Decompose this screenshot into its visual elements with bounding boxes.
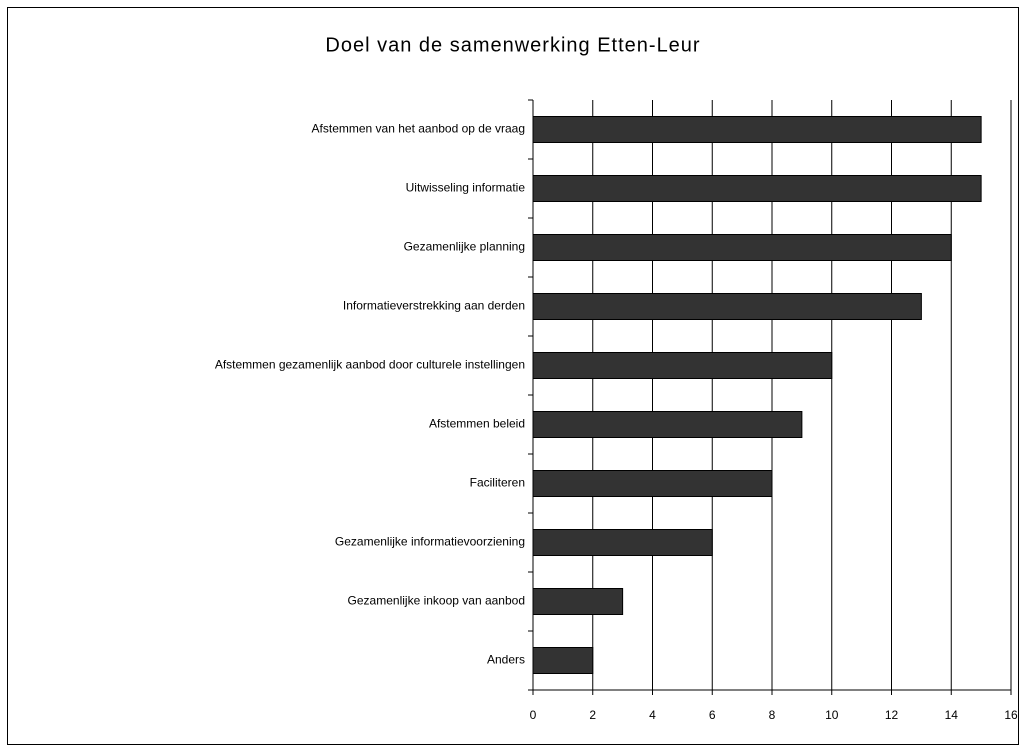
y-tick-label: Informatieverstrekking aan derden xyxy=(343,299,525,313)
bar xyxy=(532,588,624,615)
bar xyxy=(532,647,594,674)
x-tick-label: 0 xyxy=(530,708,537,722)
bar xyxy=(532,116,982,143)
y-tick-label: Gezamenlijke inkoop van aanbod xyxy=(348,594,525,608)
x-tick-label: 16 xyxy=(1004,708,1018,722)
y-tick-label: Afstemmen gezamenlijk aanbod door cultur… xyxy=(215,358,525,372)
bar xyxy=(532,529,713,556)
bar xyxy=(532,234,952,261)
y-tick-label: Afstemmen beleid xyxy=(429,417,525,431)
x-tick-label: 4 xyxy=(649,708,656,722)
x-tick-label: 6 xyxy=(709,708,716,722)
y-tick-label: Afstemmen van het aanbod op de vraag xyxy=(312,122,525,136)
x-tick-label: 2 xyxy=(589,708,596,722)
bar xyxy=(532,293,922,320)
y-tick-label: Faciliteren xyxy=(470,476,525,490)
x-tick-label: 12 xyxy=(885,708,899,722)
bar xyxy=(532,411,803,438)
bar xyxy=(532,175,982,202)
x-tick-label: 14 xyxy=(945,708,959,722)
y-tick-label: Gezamenlijke informatievoorziening xyxy=(335,535,525,549)
y-tick-label: Uitwisseling informatie xyxy=(406,181,526,195)
bar xyxy=(532,352,833,379)
bar xyxy=(532,470,773,497)
x-tick-label: 10 xyxy=(825,708,839,722)
y-tick-label: Gezamenlijke planning xyxy=(404,240,525,254)
x-tick-label: 8 xyxy=(769,708,776,722)
chart-title: Doel van de samenwerking Etten-Leur xyxy=(325,34,700,56)
y-tick-label: Anders xyxy=(487,653,525,667)
